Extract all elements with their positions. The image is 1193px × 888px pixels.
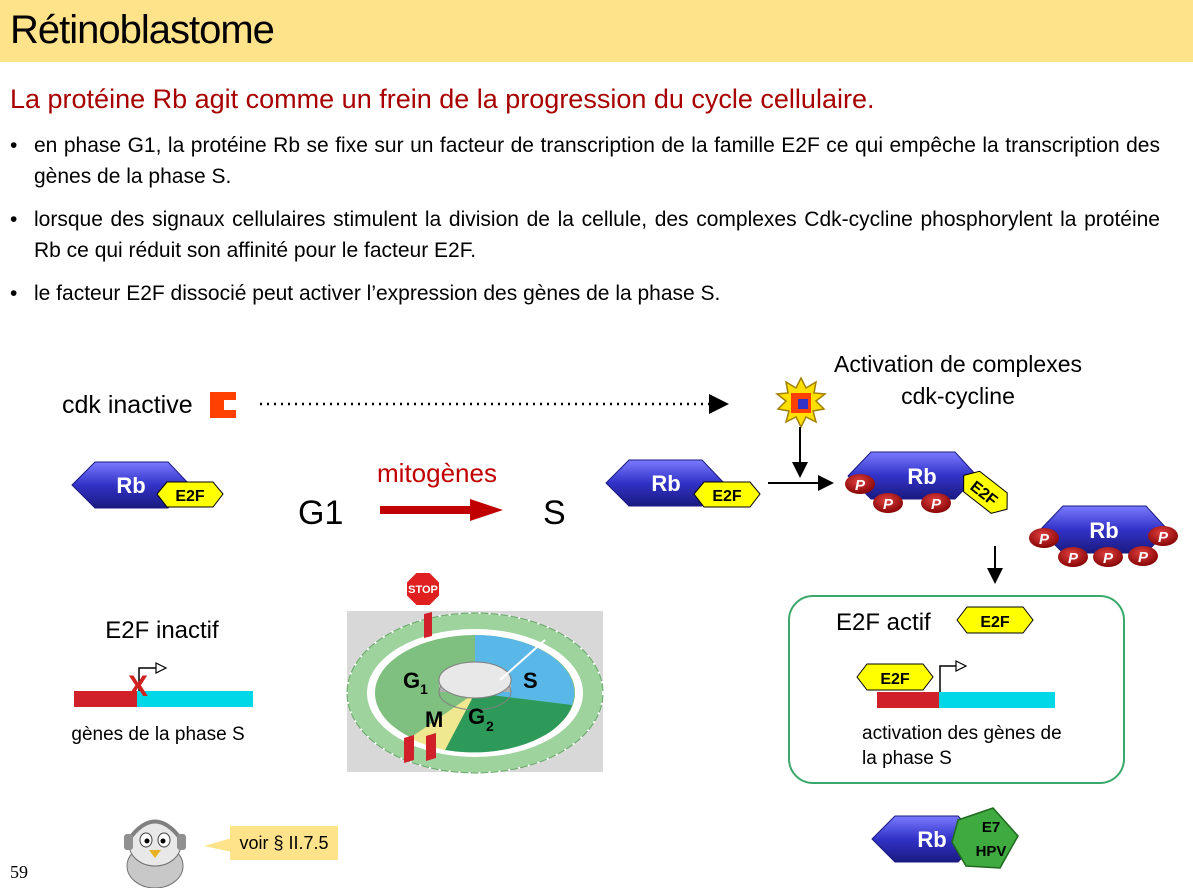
cdk-inactive-icon (210, 392, 236, 418)
bullet-list: en phase G1, la protéine Rb se fixe sur … (10, 130, 1160, 321)
stop-sign-icon: STOP (405, 571, 441, 607)
callout-text: voir § II.7.5 (239, 833, 328, 853)
phosphate-label: P (1068, 550, 1079, 567)
phosphate-label: P (883, 496, 894, 513)
page-title: Rétinoblastome (10, 8, 275, 52)
phosphate-label: P (1103, 550, 1114, 567)
gene-inactive: X (74, 662, 253, 707)
activation-genes-line2: la phase S (862, 748, 952, 769)
stop-label: STOP (408, 584, 438, 596)
phosphate-label: P (855, 477, 866, 494)
phosphate-label: P (1039, 531, 1050, 548)
rb-phosphorylated-complex: Rb E2F P P P (845, 451, 1008, 514)
bullet-item: le facteur E2F dissocié peut activer l’e… (10, 278, 1160, 309)
e2f-actif-box (788, 595, 1125, 784)
activation-genes-line1: activation des gènes de (862, 723, 1062, 744)
rb-label: Rb (651, 471, 680, 496)
rb-e7-hpv-complex: Rb E7 HPV (871, 807, 1019, 869)
cycle-s-label: S (523, 668, 538, 693)
rb-e2f-complex-middle: Rb E2F (605, 459, 761, 508)
rb-free-phosphorylated: Rb P P P P P (1029, 505, 1178, 567)
e2f-label: E2F (980, 614, 1010, 631)
phosphate-label: P (1138, 549, 1149, 566)
e2f-inactif-label: E2F inactif (105, 617, 219, 644)
callout: voir § II.7.5 (204, 826, 338, 860)
rb-label: Rb (116, 473, 145, 498)
mitogenes-label: mitogènes (377, 458, 497, 488)
rb-label: Rb (917, 827, 946, 852)
hpv-label: HPV (976, 843, 1007, 860)
e7-label: E7 (982, 819, 1000, 836)
e2f-free: E2F (956, 606, 1034, 634)
e2f-label: E2F (175, 488, 205, 505)
page-number: 59 (10, 862, 28, 882)
mitogenes-arrow (380, 499, 503, 521)
e2f-label: E2F (712, 488, 742, 505)
cdk-inactive-label: cdk inactive (62, 391, 193, 419)
cdk-cyclin-star-icon (775, 376, 827, 429)
rb-label: Rb (1089, 518, 1118, 543)
cycle-g2-sub: 2 (486, 718, 494, 734)
bullet-item: lorsque des signaux cellulaires stimulen… (10, 204, 1160, 266)
activation-label-line1: Activation de complexes (834, 351, 1082, 377)
e2f-actif-label: E2F actif (836, 609, 931, 636)
cycle-g1-g: G (403, 668, 420, 693)
title-bar: Rétinoblastome (0, 0, 1193, 62)
cycle-g2-g: G (468, 704, 485, 729)
g1-label: G1 (298, 494, 343, 532)
subtitle: La protéine Rb agit comme un frein de la… (10, 84, 875, 114)
cell-cycle-wheel: G 1 S M G 2 (346, 611, 604, 774)
genes-phase-s-label: gènes de la phase S (71, 724, 244, 745)
phosphate-label: P (931, 496, 942, 513)
cycle-g1-sub: 1 (420, 681, 428, 697)
bullet-item: en phase G1, la protéine Rb se fixe sur … (10, 130, 1160, 192)
mascot-icon (124, 819, 186, 888)
rb-label: Rb (907, 464, 936, 489)
x-mark-icon: X (128, 670, 148, 703)
gene-active: E2F (856, 660, 1055, 708)
cycle-m-label: M (425, 707, 443, 732)
e2f-label: E2F (880, 671, 910, 688)
rb-e2f-complex-left: Rb E2F (71, 461, 224, 509)
phosphate-label: P (1158, 529, 1169, 546)
activation-label-line2: cdk-cycline (901, 383, 1015, 409)
s-label: S (543, 494, 566, 532)
